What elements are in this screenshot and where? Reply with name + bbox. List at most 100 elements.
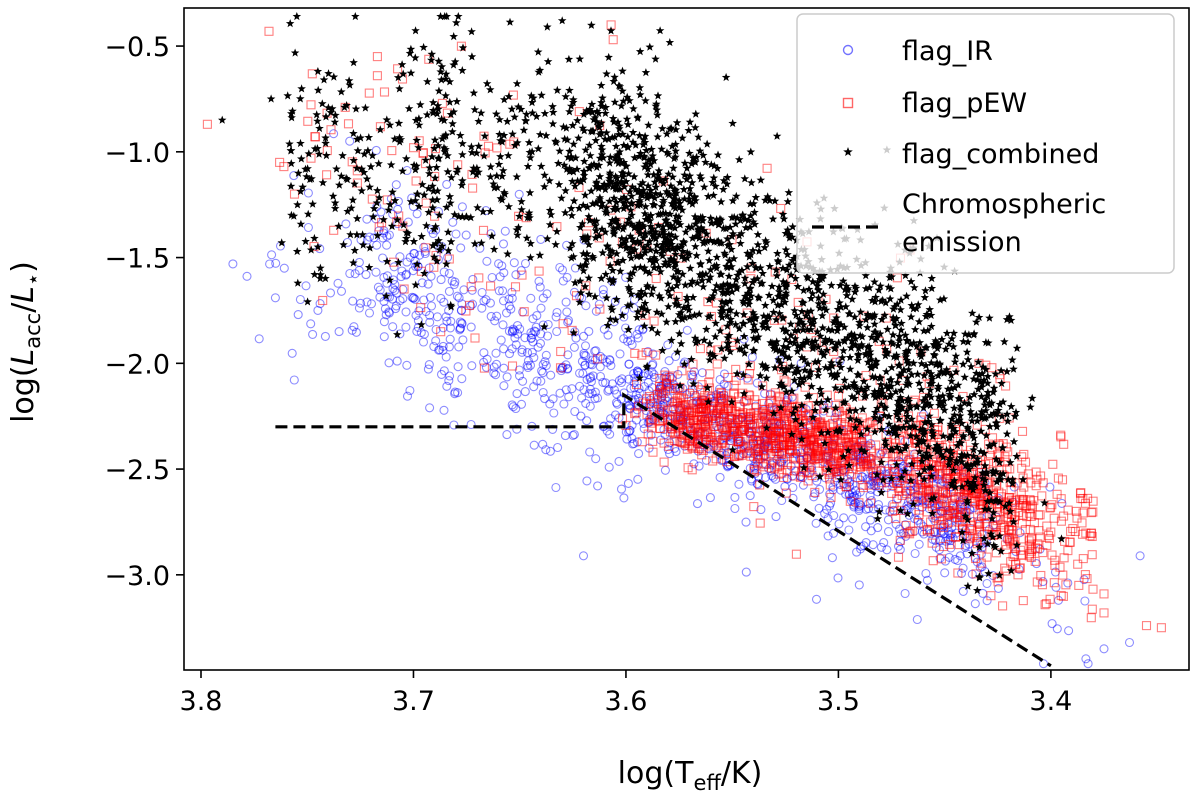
point-flag-combined [684, 305, 694, 314]
point-flag-combined [545, 205, 555, 215]
point-flag-combined [902, 417, 912, 426]
point-flag-ir [593, 393, 603, 403]
point-flag-combined [729, 254, 739, 263]
point-flag-ir [1052, 624, 1062, 634]
point-flag-ir [723, 381, 733, 391]
point-flag-combined [351, 104, 361, 113]
point-flag-pew [779, 472, 789, 483]
point-flag-combined [365, 182, 374, 191]
point-flag-combined [856, 429, 866, 438]
point-flag-pew [697, 380, 707, 390]
point-flag-combined [654, 221, 663, 230]
point-flag-ir [445, 323, 455, 333]
point-flag-ir [581, 351, 591, 361]
point-flag-pew [982, 552, 992, 562]
point-flag-ir [498, 239, 509, 249]
point-flag-pew [858, 458, 868, 469]
point-flag-ir [823, 531, 833, 541]
point-flag-combined [292, 247, 302, 256]
point-flag-ir [502, 430, 512, 440]
point-flag-combined [832, 313, 841, 322]
point-flag-combined [854, 370, 863, 379]
point-flag-combined [643, 181, 653, 190]
point-flag-combined [871, 292, 880, 301]
point-flag-ir [569, 287, 579, 297]
point-flag-combined [452, 97, 462, 106]
point-flag-combined [957, 482, 967, 491]
point-flag-combined [635, 196, 645, 205]
point-flag-combined [831, 373, 841, 382]
point-flag-ir [580, 360, 590, 370]
point-flag-pew [519, 307, 529, 317]
point-flag-pew [658, 400, 668, 410]
point-flag-combined [495, 130, 504, 139]
point-flag-combined [390, 134, 400, 143]
point-flag-combined [769, 296, 778, 305]
point-flag-combined [717, 297, 727, 306]
point-flag-ir [579, 348, 589, 359]
point-flag-combined [723, 343, 732, 352]
point-flag-ir [371, 267, 381, 277]
point-flag-combined [843, 333, 852, 342]
point-flag-combined [446, 237, 456, 246]
point-flag-combined [829, 372, 838, 381]
point-flag-combined [414, 143, 423, 152]
point-flag-combined [289, 211, 299, 220]
point-flag-combined [972, 410, 981, 419]
point-flag-ir [522, 361, 532, 371]
point-flag-combined [597, 274, 606, 283]
point-flag-combined [434, 236, 443, 245]
point-flag-combined [707, 218, 716, 227]
point-flag-combined [606, 26, 616, 35]
point-flag-combined [876, 297, 886, 306]
point-flag-combined [615, 124, 624, 133]
point-flag-combined [980, 486, 990, 495]
point-flag-combined [886, 284, 896, 293]
point-flag-combined [290, 48, 300, 57]
point-flag-pew [755, 518, 765, 528]
point-flag-pew [928, 484, 938, 494]
point-flag-ir [950, 554, 960, 564]
point-flag-combined [329, 72, 339, 81]
point-flag-combined [672, 118, 682, 127]
point-flag-combined [617, 158, 626, 167]
point-flag-ir [557, 265, 568, 275]
point-flag-combined [877, 384, 887, 393]
point-flag-pew [826, 492, 836, 502]
point-flag-combined [711, 181, 720, 190]
point-flag-pew [306, 153, 316, 163]
point-flag-ir [495, 272, 505, 282]
point-flag-combined [643, 240, 652, 249]
point-flag-combined [822, 345, 832, 355]
point-flag-pew [1027, 502, 1037, 512]
point-flag-ir [500, 226, 510, 236]
point-flag-combined [621, 234, 631, 243]
point-flag-combined [854, 349, 863, 358]
point-flag-combined [306, 245, 316, 254]
point-flag-combined [976, 426, 986, 435]
point-flag-ir [697, 368, 707, 378]
point-flag-combined [906, 431, 915, 440]
point-flag-combined [696, 174, 706, 183]
point-flag-combined [569, 98, 578, 107]
point-flag-combined [578, 200, 588, 209]
point-flag-ir [552, 307, 562, 318]
point-flag-combined [662, 148, 672, 157]
point-flag-combined [968, 477, 978, 487]
point-flag-ir [866, 526, 876, 536]
point-flag-combined [895, 332, 904, 341]
point-flag-combined [591, 233, 600, 242]
point-flag-ir [582, 374, 592, 384]
point-flag-ir [494, 259, 504, 269]
point-flag-combined [786, 270, 796, 279]
point-flag-combined [808, 319, 818, 328]
point-flag-combined [960, 329, 970, 338]
point-flag-combined [657, 248, 666, 257]
point-flag-pew [711, 409, 721, 419]
point-flag-combined [867, 361, 877, 370]
point-flag-combined [691, 219, 700, 228]
point-flag-combined [673, 274, 683, 283]
point-flag-combined [387, 221, 397, 230]
point-flag-combined [929, 493, 939, 502]
point-flag-combined [363, 146, 373, 155]
